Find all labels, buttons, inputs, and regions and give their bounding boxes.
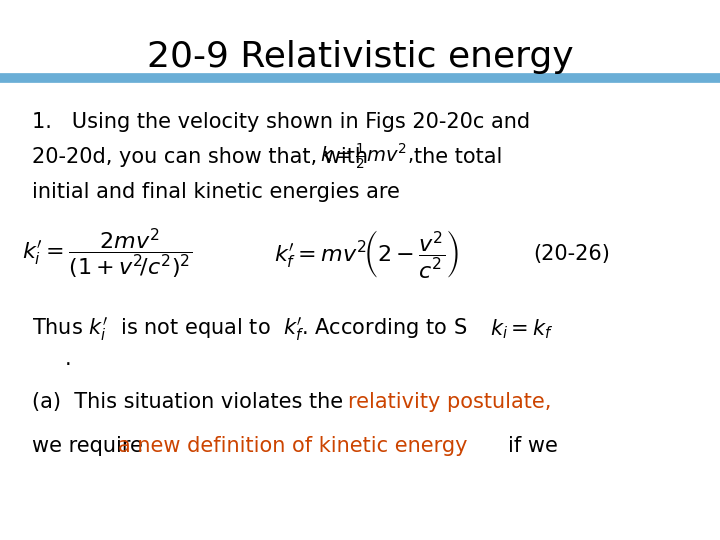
Text: (20-26): (20-26) (533, 244, 610, 264)
Text: if we: if we (508, 435, 558, 456)
Text: $k_f' = mv^2\!\left(2 - \dfrac{v^2}{c^2}\right)$: $k_f' = mv^2\!\left(2 - \dfrac{v^2}{c^2}… (274, 228, 459, 280)
Text: the total: the total (414, 146, 503, 167)
Text: a new definition of kinetic energy: a new definition of kinetic energy (118, 435, 467, 456)
Text: we require: we require (32, 435, 143, 456)
Text: $k = \frac{1}{2}mv^2$,: $k = \frac{1}{2}mv^2$, (320, 141, 414, 172)
Text: Thus $k_i'$  is not equal to  $k_f'$. According to S: Thus $k_i'$ is not equal to $k_f'$. Acco… (32, 315, 467, 343)
Text: 20-20d, you can show that, with: 20-20d, you can show that, with (32, 146, 369, 167)
Text: (a)  This situation violates the: (a) This situation violates the (32, 392, 343, 413)
Text: $k_i = k_f$: $k_i = k_f$ (490, 318, 553, 341)
Text: .: . (65, 349, 71, 369)
Text: 20-9 Relativistic energy: 20-9 Relativistic energy (147, 40, 573, 73)
Text: 1.   Using the velocity shown in Figs 20-20c and: 1. Using the velocity shown in Figs 20-2… (32, 111, 531, 132)
Text: relativity postulate,: relativity postulate, (348, 392, 552, 413)
Text: initial and final kinetic energies are: initial and final kinetic energies are (32, 181, 400, 202)
Text: $k_i' = \dfrac{2mv^2}{(1+v^2\!/c^2)^2}$: $k_i' = \dfrac{2mv^2}{(1+v^2\!/c^2)^2}$ (22, 226, 192, 281)
